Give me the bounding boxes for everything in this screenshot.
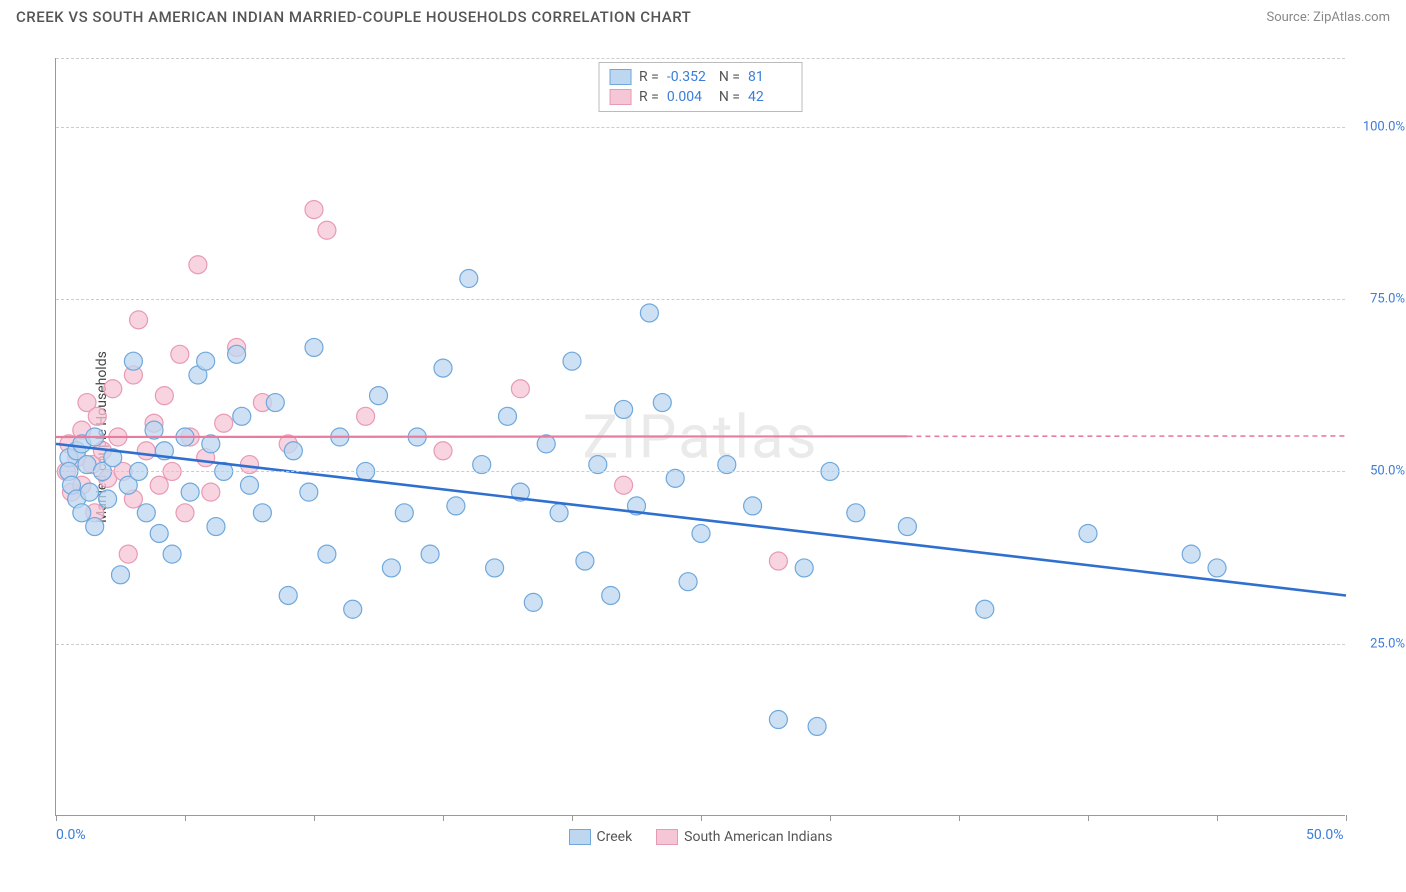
creek-n-value: 81 [748, 69, 792, 85]
gridline [56, 644, 1345, 645]
gridline [56, 471, 1345, 472]
x-tick [185, 815, 186, 821]
bottom-legend: Creek South American Indians [569, 829, 833, 845]
y-tick-label: 75.0% [1370, 292, 1405, 307]
x-tick-label: 50.0% [1306, 827, 1344, 843]
scatter-svg [56, 58, 1345, 815]
sai-r-value: 0.004 [667, 89, 711, 105]
stats-row-sai: R = 0.004 N = 42 [609, 87, 792, 107]
x-tick [830, 815, 831, 821]
x-tick [1346, 815, 1347, 821]
y-tick-label: 50.0% [1370, 464, 1405, 479]
source-label: Source: ZipAtlas.com [1266, 10, 1390, 25]
legend-label-sai: South American Indians [684, 829, 832, 845]
x-tick [314, 815, 315, 821]
x-tick [572, 815, 573, 821]
r-label: R = [639, 89, 659, 105]
x-tick-label: 0.0% [56, 827, 86, 843]
creek-r-value: -0.352 [667, 69, 711, 85]
chart-title: CREEK VS SOUTH AMERICAN INDIAN MARRIED-C… [16, 8, 691, 26]
y-tick-label: 100.0% [1363, 119, 1405, 134]
x-tick [1217, 815, 1218, 821]
y-tick-label: 25.0% [1370, 636, 1405, 651]
legend-label-creek: Creek [597, 829, 633, 845]
x-tick [443, 815, 444, 821]
legend-item-sai: South American Indians [656, 829, 832, 845]
gridline [56, 58, 1345, 59]
gridline [56, 299, 1345, 300]
stats-legend-box: R = -0.352 N = 81 R = 0.004 N = 42 [598, 62, 803, 112]
swatch-sai [656, 829, 678, 845]
swatch-sai [609, 89, 631, 105]
n-label: N = [719, 69, 740, 85]
sai-n-value: 42 [748, 89, 792, 105]
swatch-creek [609, 69, 631, 85]
x-tick [1088, 815, 1089, 821]
x-tick [959, 815, 960, 821]
x-tick [56, 815, 57, 821]
stats-row-creek: R = -0.352 N = 81 [609, 67, 792, 87]
gridline [56, 127, 1345, 128]
legend-item-creek: Creek [569, 829, 633, 845]
n-label: N = [719, 89, 740, 105]
r-label: R = [639, 69, 659, 85]
x-tick [701, 815, 702, 821]
chart-plot-area: Married-couple Households ZIPatlas R = -… [55, 58, 1345, 816]
swatch-creek [569, 829, 591, 845]
